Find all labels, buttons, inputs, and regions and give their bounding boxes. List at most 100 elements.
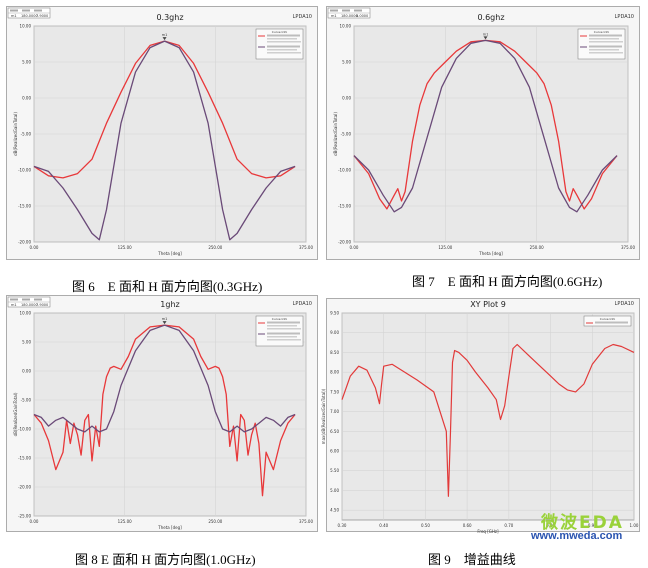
legend-entry-text-gain xyxy=(595,321,628,324)
x-axis-label: Theta [deg] xyxy=(157,251,182,256)
legend-entry-text-h_plane xyxy=(589,45,622,48)
x-tick-label: 125.00 xyxy=(118,245,132,250)
marker-readout-y: 7.9000 xyxy=(36,14,48,18)
legend-title: Curve Info xyxy=(594,30,610,34)
y-tick-label: -20.00 xyxy=(338,240,351,245)
marker-label: m1 xyxy=(483,32,489,36)
x-tick-label: 375.00 xyxy=(621,245,635,250)
y-axis-label: max(dB(RealizedGainTotal)) xyxy=(321,388,326,444)
legend: Curve Info xyxy=(577,28,626,60)
chart-title: 0.3ghz xyxy=(156,13,183,22)
x-tick-label: 125.00 xyxy=(438,245,452,250)
legend-box xyxy=(583,315,632,327)
y-tick-label: -10.00 xyxy=(338,168,351,173)
legend: Curve Info xyxy=(255,28,304,60)
marker-point xyxy=(162,321,167,325)
series-line-h_plane xyxy=(353,39,618,213)
marker-readout-y: 8.0000 xyxy=(356,14,368,18)
x-tick-label: 0.80 xyxy=(546,523,555,528)
y-tick-label: -20.00 xyxy=(18,485,31,490)
y-axis-label: dB(RealizedGainTotal) xyxy=(13,392,18,436)
fig7-chart: 10.00 5.00 0.00 -5.00 -10.00 -15.00 -20.00 0.00… xyxy=(326,6,640,260)
y-tick-label: -5.00 xyxy=(341,132,352,137)
legend-title: Curve Info xyxy=(600,317,616,321)
y-tick-label: -5.00 xyxy=(21,398,32,403)
x-tick-label: 125.00 xyxy=(118,519,132,524)
y-tick-label: 5.00 xyxy=(22,60,31,65)
marker-label: m1 xyxy=(162,317,168,321)
y-tick-label: 5.00 xyxy=(342,60,351,65)
y-tick-label: 6.00 xyxy=(330,449,339,454)
legend-entry-subtext-h_plane xyxy=(267,336,297,338)
fig6-chart: 10.00 5.00 0.00 -5.00 -10.00 -15.00 -20.00 0.00… xyxy=(6,6,318,260)
marker-readout-header xyxy=(22,298,30,301)
plot-area xyxy=(341,312,635,521)
legend-title: Curve Info xyxy=(272,30,288,34)
y-tick-label: 9.00 xyxy=(330,330,339,335)
y-tick-label: -25.00 xyxy=(18,514,31,519)
marker-point xyxy=(483,36,488,40)
marker-readout-header xyxy=(34,298,42,301)
x-tick-label: 0.90 xyxy=(588,523,597,528)
marker-readout-header xyxy=(34,9,42,12)
y-tick-label: -5.00 xyxy=(21,132,32,137)
y-tick-label: -15.00 xyxy=(338,204,351,209)
fig6-caption: 图 6 E 面和 H 面方向图(0.3GHz) xyxy=(72,279,263,294)
legend-entry-subtext-h_plane xyxy=(267,52,301,54)
x-tick-label: 250.00 xyxy=(530,245,544,250)
y-tick-label: 6.50 xyxy=(330,429,339,434)
fig9-chart: 9.50 9.00 8.50 8.00 7.50 7.00 6.50 6.00 5.50 5.00… xyxy=(321,298,640,534)
legend: Curve Info xyxy=(255,315,304,347)
x-tick-label: 375.00 xyxy=(299,519,313,524)
fig8-chart: 10.00 5.00 0.00 -5.00 -10.00 -15.00 -20.00 -25.… xyxy=(6,295,318,532)
x-tick-label: 0.50 xyxy=(421,523,430,528)
series-line-h_plane xyxy=(33,40,296,241)
y-tick-label: 7.50 xyxy=(330,389,339,394)
y-tick-label: -10.00 xyxy=(18,427,31,432)
marker-readout-y: 7.9000 xyxy=(36,303,48,307)
y-tick-label: 10.00 xyxy=(20,311,32,316)
legend-entry-subtext-h_plane xyxy=(267,49,297,51)
project-label: LPDA10 xyxy=(293,301,312,307)
y-tick-label: 8.00 xyxy=(330,370,339,375)
legend: Curve Info xyxy=(583,315,632,327)
marker-readout-x: 180.0000 xyxy=(21,303,38,307)
y-tick-label: 5.00 xyxy=(22,340,31,345)
legend-entry-subtext-e_plane xyxy=(267,328,301,330)
project-label: LPDA10 xyxy=(615,14,634,20)
fig9-caption: 图 9 增益曲线 xyxy=(428,552,516,567)
y-tick-label: 4.50 xyxy=(330,508,339,513)
legend-entry-subtext-e_plane xyxy=(589,38,619,40)
y-tick-label: 0.00 xyxy=(22,96,31,101)
marker-readout-header xyxy=(330,9,338,12)
x-tick-label: 0.30 xyxy=(338,523,347,528)
legend-entry-text-h_plane xyxy=(267,332,300,335)
legend-title: Curve Info xyxy=(272,317,288,321)
legend-entry-text-h_plane xyxy=(267,45,300,48)
fig8-caption: 图 8 E 面和 H 面方向图(1.0GHz) xyxy=(75,552,256,567)
marker-label: m1 xyxy=(162,33,168,37)
y-tick-label: -15.00 xyxy=(18,456,31,461)
x-tick-label: 0.00 xyxy=(30,245,39,250)
x-axis-label: Theta [deg] xyxy=(478,251,503,256)
marker-readout-x: 180.0000 xyxy=(21,14,38,18)
marker-readout-header xyxy=(10,9,18,12)
marker-readout-header xyxy=(354,9,362,12)
legend-entry-subtext-e_plane xyxy=(267,41,301,43)
chart-title: 0.6ghz xyxy=(477,13,504,22)
series-line-h_plane xyxy=(33,324,296,433)
x-tick-label: 0.40 xyxy=(379,523,388,528)
x-tick-label: 0.60 xyxy=(463,523,472,528)
legend-entry-text-e_plane xyxy=(267,321,300,324)
legend-entry-subtext-h_plane xyxy=(589,49,619,51)
project-label: LPDA10 xyxy=(615,301,634,307)
y-tick-label: 10.00 xyxy=(340,24,352,29)
y-tick-label: 5.50 xyxy=(330,468,339,473)
series-line-gain xyxy=(341,343,635,497)
y-tick-label: 9.50 xyxy=(330,311,339,316)
marker-readout-x: 180.0000 xyxy=(341,14,358,18)
y-tick-label: 10.00 xyxy=(20,24,32,29)
x-tick-label: 1.00 xyxy=(630,523,639,528)
